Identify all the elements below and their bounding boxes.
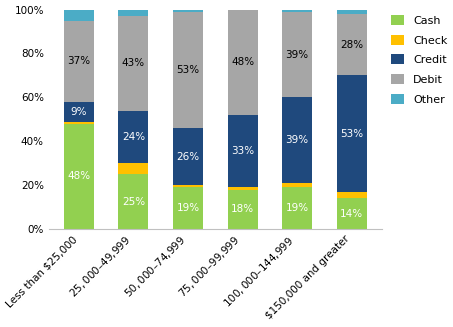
Text: 48%: 48% [231, 57, 254, 67]
Bar [64, 21, 94, 102]
Bar [118, 163, 149, 174]
Bar [337, 76, 366, 192]
Bar [282, 12, 312, 97]
Bar [227, 187, 258, 190]
Bar [173, 128, 203, 185]
Bar [282, 187, 312, 229]
Bar [173, 185, 203, 187]
Bar [118, 174, 149, 229]
Bar [282, 9, 312, 12]
Bar [227, 115, 258, 187]
Text: 9%: 9% [71, 107, 87, 117]
Text: 28%: 28% [340, 40, 363, 50]
Text: 25%: 25% [122, 197, 145, 207]
Bar [64, 122, 94, 124]
Bar [227, 190, 258, 229]
Bar [64, 102, 94, 122]
Text: 19%: 19% [176, 203, 199, 213]
Text: 18%: 18% [231, 204, 254, 214]
Text: 33%: 33% [231, 146, 254, 156]
Bar [118, 111, 149, 163]
Text: 14%: 14% [340, 209, 363, 219]
Text: 37%: 37% [67, 56, 91, 66]
Bar [173, 12, 203, 128]
Bar [64, 124, 94, 229]
Text: 39%: 39% [285, 50, 308, 60]
Bar [118, 16, 149, 111]
Bar [173, 187, 203, 229]
Text: 24%: 24% [122, 132, 145, 142]
Bar [337, 9, 366, 14]
Bar [173, 9, 203, 12]
Legend: Cash, Check, Credit, Debit, Other: Cash, Check, Credit, Debit, Other [390, 15, 447, 105]
Bar [282, 183, 312, 187]
Bar [337, 192, 366, 198]
Bar [227, 9, 258, 115]
Text: 19%: 19% [285, 203, 308, 213]
Bar [337, 14, 366, 76]
Text: 39%: 39% [285, 135, 308, 145]
Text: 48%: 48% [67, 171, 91, 181]
Bar [337, 198, 366, 229]
Text: 53%: 53% [340, 129, 363, 139]
Text: 53%: 53% [176, 65, 199, 75]
Bar [282, 97, 312, 183]
Text: 26%: 26% [176, 152, 199, 162]
Bar [64, 9, 94, 21]
Bar [118, 9, 149, 16]
Text: 43%: 43% [122, 58, 145, 68]
